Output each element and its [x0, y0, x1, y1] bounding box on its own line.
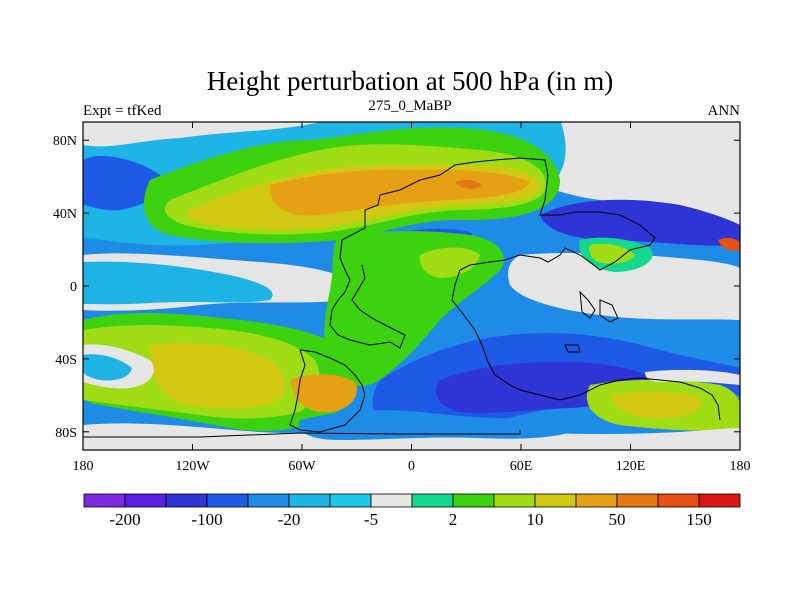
- colorbar: -200 -100 -20 -5 2 10 50 150: [83, 493, 741, 529]
- colorbar-label: 2: [449, 510, 458, 529]
- colorbar-swatch: [411, 493, 454, 508]
- colorbar-label: -200: [109, 510, 140, 529]
- lon-tick-label: 60E: [510, 459, 533, 474]
- colorbar-label: 150: [686, 510, 712, 529]
- colorbar-swatch: [329, 493, 372, 508]
- lon-tick-label: 180: [73, 459, 94, 474]
- lat-tick-label: 80N: [53, 134, 77, 149]
- colorbar-swatch: [657, 493, 700, 508]
- colorbar-label: 10: [527, 510, 544, 529]
- colorbar-swatch: [698, 493, 741, 508]
- lon-tick-label: 60W: [288, 459, 316, 474]
- colorbar-swatch: [247, 493, 290, 508]
- colorbar-swatch: [124, 493, 167, 508]
- colorbar-swatch: [206, 493, 249, 508]
- colorbar-label: -20: [278, 510, 301, 529]
- colorbar-swatch: [165, 493, 208, 508]
- colorbar-swatch: [493, 493, 536, 508]
- lat-tick-label: 0: [70, 280, 77, 295]
- lon-tick-label: 120E: [616, 459, 646, 474]
- colorbar-label: -5: [364, 510, 378, 529]
- colorbar-swatch: [616, 493, 659, 508]
- latitude-axis: 80N 40N 0 40S 80S: [53, 134, 740, 441]
- colorbar-swatch: [288, 493, 331, 508]
- colorbar-label: -100: [191, 510, 222, 529]
- colorbar-swatch: [370, 493, 413, 508]
- experiment-label: Expt = tfKed: [83, 103, 162, 119]
- lon-tick-label: 120W: [175, 459, 210, 474]
- lat-tick-label: 80S: [55, 426, 77, 441]
- colorbar-swatch: [575, 493, 618, 508]
- colorbar-swatch: [534, 493, 577, 508]
- plot-title: Height perturbation at 500 hPa (in m): [207, 66, 613, 96]
- period-label: 275_0_MaBP: [368, 98, 451, 114]
- longitude-axis: 180 120W 60W 0 60E 120E 180: [73, 122, 751, 474]
- colorbar-swatch: [83, 493, 126, 508]
- colorbar-label: 50: [609, 510, 626, 529]
- contour-field: [83, 122, 740, 450]
- colorbar-swatch: [452, 493, 495, 508]
- lon-tick-label: 180: [730, 459, 751, 474]
- lat-tick-label: 40S: [55, 353, 77, 368]
- lat-tick-label: 40N: [53, 207, 77, 222]
- lon-tick-label: 0: [408, 459, 415, 474]
- season-label: ANN: [708, 103, 741, 119]
